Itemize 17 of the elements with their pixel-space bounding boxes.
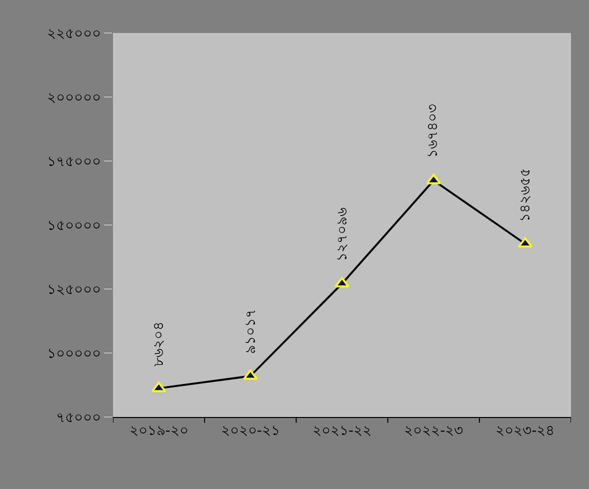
- y-tick-label: ২২৫০০০: [47, 26, 102, 42]
- y-tick-label: ১২৫০০০: [47, 282, 102, 298]
- data-label: ৯১০১৭: [242, 308, 259, 354]
- x-tick-label: ২০২২-২৩: [404, 422, 464, 439]
- y-tick-label: ১০০০০০: [47, 346, 102, 362]
- y-tick-label: ১৫০০০০: [47, 218, 102, 234]
- data-label: ৮৬২০৪: [150, 322, 167, 367]
- x-tick-label: ২০২১-২২: [312, 422, 372, 439]
- y-tick-label: ৭৫০০০: [56, 410, 102, 426]
- x-tick-label: ২০২৩-২৪: [496, 422, 555, 439]
- y-tick-label: ২০০০০০: [47, 90, 102, 106]
- x-tick-label: ২০১৯-২০: [129, 422, 188, 439]
- data-label: ১৬৭৪০৩: [425, 104, 442, 158]
- x-tick-label: ২০২০-২১: [220, 422, 280, 439]
- data-label: ১৪২৬৫৫: [517, 168, 534, 222]
- y-tick-label: ১৭৫০০০: [47, 154, 102, 170]
- data-label: ১২৭০৯৬: [334, 208, 350, 262]
